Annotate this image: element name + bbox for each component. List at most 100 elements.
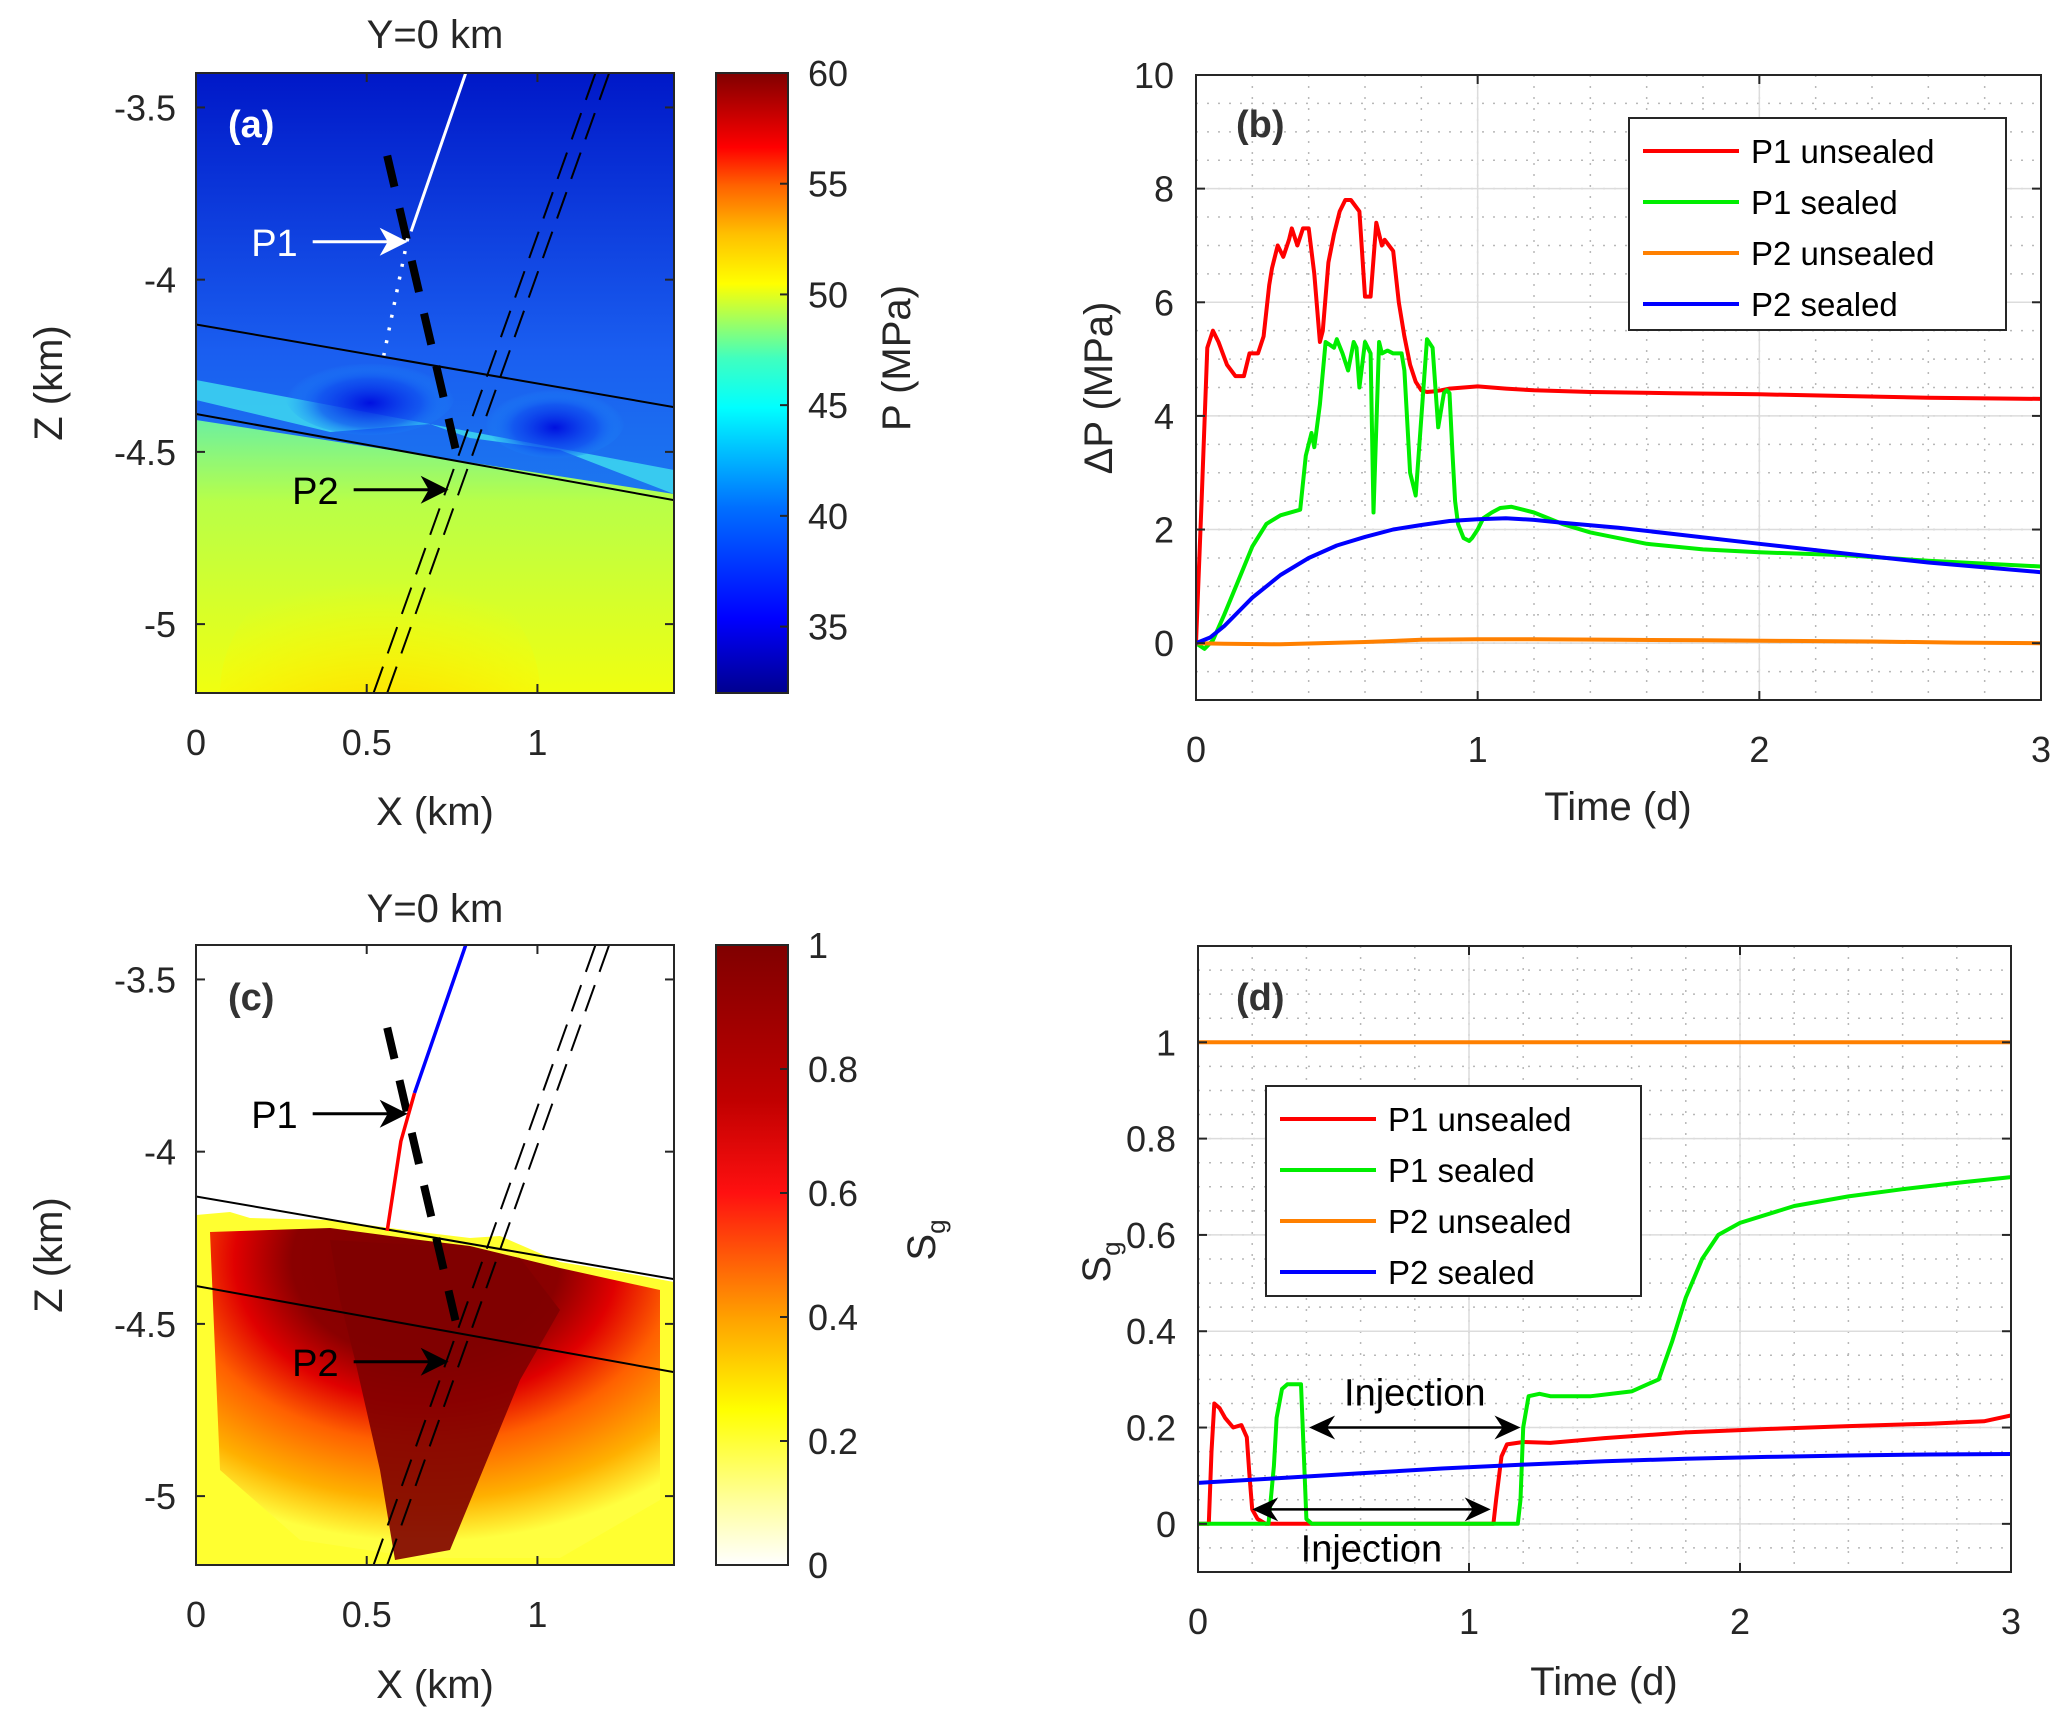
injection-label: Injection	[1344, 1373, 1486, 1415]
panel-b-legend: P1 unsealed P1 sealed P2 unsealed P2 sealed	[1628, 117, 2007, 331]
point-arrow-head	[379, 227, 408, 256]
series-line-p2-unsealed	[1196, 637, 2041, 647]
colorbar-tick-label: 0	[808, 1545, 828, 1586]
panel-c-xlabel: X (km)	[376, 1663, 494, 1707]
colorbar-tick-label: 45	[808, 385, 848, 426]
panel-a-colorbar	[715, 72, 789, 694]
panel-a-ylabel: Z (km)	[27, 325, 71, 441]
x-tick-label: 2	[1730, 1601, 1750, 1642]
x-tick-label: 1	[527, 1594, 547, 1635]
point-arrow-head	[420, 1347, 449, 1376]
panel-b-pressure-change-chart: 0 1 2 3 0 2 4 6 8 10 (b) P1 unsealed P1 sealed P2 u…	[1077, 55, 2051, 829]
y-tick-label: -5	[144, 1476, 176, 1517]
point-label-p1: P1	[251, 1095, 297, 1137]
pressure-field	[196, 73, 674, 693]
panel-a-xlabel: X (km)	[376, 790, 494, 834]
colorbar-tick-label: 55	[808, 164, 848, 205]
layer-boundary-line	[196, 1195, 674, 1281]
legend-label: P2 unsealed	[1751, 235, 1934, 272]
panel-d-axes-box	[1197, 945, 2012, 1573]
svg-text:Sg: Sg	[1075, 1241, 1126, 1282]
colorbar-label-main: S	[900, 1234, 944, 1261]
y-tick-label: 0.8	[1126, 1119, 1176, 1160]
injection-arrow-head-right	[1464, 1497, 1491, 1522]
colorbar-tick-label: 40	[808, 496, 848, 537]
x-tick-label: 1	[1468, 729, 1488, 770]
monitoring-well	[409, 73, 468, 232]
colorbar-tick-label: 0.4	[808, 1297, 858, 1338]
x-tick-label: 1	[1459, 1601, 1479, 1642]
y-tick-label: -3.5	[114, 959, 176, 1000]
series-line-p2-sealed	[1198, 1452, 2011, 1485]
y-tick-label: -4.5	[114, 1304, 176, 1345]
injection-arrow-head-left	[1252, 1497, 1279, 1522]
injection-arrow-head-left	[1309, 1415, 1336, 1440]
panel-d-legend: P1 unsealed P1 sealed P2 unsealed P2 sealed	[1265, 1085, 1642, 1297]
y-tick-label: -5	[144, 604, 176, 645]
layer-boundary-line	[196, 413, 674, 502]
x-tick-label: 2	[1749, 729, 1769, 770]
fault-line-dashed	[372, 73, 597, 693]
legend-box	[1628, 117, 2007, 331]
panel-b-axes-box	[1195, 74, 2042, 701]
x-tick-label: 0.5	[342, 1594, 392, 1635]
y-tick-label: 6	[1154, 282, 1174, 323]
panel-a-colorbar-label: P (MPa)	[875, 285, 919, 431]
x-tick-label: 3	[2031, 729, 2051, 770]
x-tick-label: 0.5	[342, 722, 392, 763]
y-tick-label: 0	[1154, 623, 1174, 664]
y-tick-label: 0.6	[1126, 1215, 1176, 1256]
panel-d-xlabel: Time (d)	[1530, 1660, 1677, 1704]
x-tick-label: 0	[1188, 1601, 1208, 1642]
series-line-p1-sealed	[1196, 337, 2041, 651]
legend-label: P2 sealed	[1751, 286, 1898, 323]
layer-boundary-line	[196, 1285, 674, 1374]
layer-boundary-line	[196, 323, 674, 409]
x-tick-label: 0	[186, 1594, 206, 1635]
ylabel-sub: g	[1096, 1241, 1126, 1255]
point-arrow-head	[420, 475, 449, 504]
panel-a-title: Y=0 km	[367, 13, 504, 57]
panel-d-label: (d)	[1236, 977, 1285, 1019]
colorbar-tick-label: 0.6	[808, 1173, 858, 1214]
panel-c-ylabel: Z (km)	[27, 1197, 71, 1313]
panel-b-ylabel: ΔP (MPa)	[1077, 302, 1121, 475]
series-line-p1-unsealed	[1196, 198, 2041, 644]
y-tick-label: -3.5	[114, 87, 176, 128]
legend-label: P1 unsealed	[1388, 1101, 1571, 1138]
panel-a-label: (a)	[228, 104, 274, 146]
x-tick-label: 3	[2001, 1601, 2021, 1642]
x-tick-label: 1	[527, 722, 547, 763]
y-tick-label: 8	[1154, 169, 1174, 210]
series-line-p2-sealed	[1196, 516, 2041, 646]
panel-b-xlabel: Time (d)	[1544, 785, 1691, 829]
y-tick-label: 4	[1154, 396, 1174, 437]
legend-label: P2 sealed	[1388, 1254, 1535, 1291]
colorbar-tick-label: 0.2	[808, 1421, 858, 1462]
injection-label: Injection	[1301, 1528, 1443, 1570]
panel-a-axes-box	[195, 72, 675, 694]
fault-line-dashed	[386, 945, 611, 1565]
ylabel-main: S	[1075, 1256, 1119, 1283]
legend-label: P1 sealed	[1388, 1152, 1535, 1189]
y-tick-label: -4.5	[114, 432, 176, 473]
x-tick-label: 0	[186, 722, 206, 763]
panel-c-colorbar	[715, 944, 789, 1566]
y-tick-label: 0.4	[1126, 1311, 1176, 1352]
colorbar-tick-label: 50	[808, 274, 848, 315]
panel-c-label: (c)	[228, 977, 274, 1019]
point-label-p2: P2	[292, 1343, 338, 1385]
fault-line-dashed	[386, 73, 611, 693]
colorbar-tick-label: 0.8	[808, 1049, 858, 1090]
panel-c-title: Y=0 km	[367, 887, 504, 931]
x-tick-label: 0	[1186, 729, 1206, 770]
y-tick-label: -4	[144, 260, 176, 301]
y-tick-label: 10	[1134, 55, 1174, 96]
legend-label: P1 unsealed	[1751, 133, 1934, 170]
legend-label: P1 sealed	[1751, 184, 1898, 221]
point-label-p2: P2	[292, 471, 338, 513]
y-tick-label: 0.2	[1126, 1408, 1176, 1449]
y-tick-label: 0	[1156, 1504, 1176, 1545]
